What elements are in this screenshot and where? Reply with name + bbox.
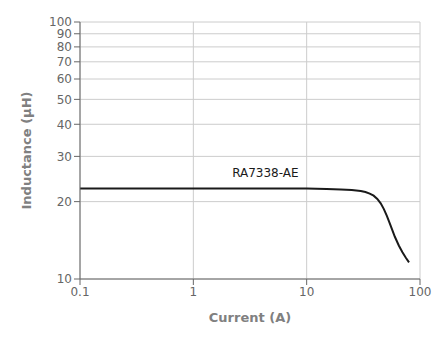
svg-text:Inductance (μH): Inductance (μH)	[19, 92, 34, 210]
svg-text:10: 10	[57, 272, 72, 286]
svg-text:100: 100	[49, 15, 72, 29]
svg-text:10: 10	[299, 285, 314, 299]
svg-text:0.1: 0.1	[70, 285, 89, 299]
svg-text:80: 80	[57, 40, 72, 54]
svg-text:30: 30	[57, 150, 72, 164]
svg-text:Current (A): Current (A)	[209, 310, 291, 325]
svg-text:40: 40	[57, 118, 72, 132]
svg-text:90: 90	[56, 27, 72, 41]
svg-text:20: 20	[57, 195, 72, 209]
svg-text:60: 60	[57, 72, 72, 86]
svg-text:50: 50	[57, 93, 72, 107]
svg-text:RA7338-AE: RA7338-AE	[232, 166, 298, 180]
svg-text:70: 70	[57, 55, 72, 69]
svg-text:100: 100	[409, 285, 432, 299]
svg-text:1: 1	[190, 285, 198, 299]
